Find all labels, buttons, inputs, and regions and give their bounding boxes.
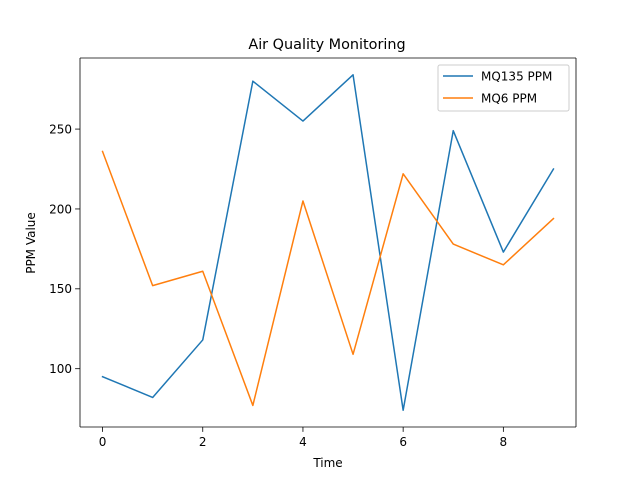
y-axis-ticks: 100 150 200 250: [49, 122, 80, 376]
y-tick-label: 100: [49, 362, 72, 376]
y-tick-label: 200: [49, 202, 72, 216]
plot-area: [80, 58, 576, 427]
legend-label-mq135: MQ135 PPM: [481, 70, 552, 84]
y-tick-label: 150: [49, 282, 72, 296]
x-tick-label: 8: [500, 435, 508, 449]
x-tick-label: 4: [299, 435, 307, 449]
legend-label-mq6: MQ6 PPM: [481, 92, 537, 106]
x-axis-ticks: 0 2 4 6 8: [99, 427, 507, 449]
y-axis-label: PPM Value: [24, 212, 38, 274]
y-tick-label: 250: [49, 122, 72, 136]
legend: MQ135 PPM MQ6 PPM: [438, 65, 569, 111]
x-axis-label: Time: [312, 456, 342, 470]
chart-title: Air Quality Monitoring: [248, 37, 405, 53]
x-tick-label: 0: [99, 435, 107, 449]
x-tick-label: 6: [399, 435, 407, 449]
x-tick-label: 2: [199, 435, 207, 449]
